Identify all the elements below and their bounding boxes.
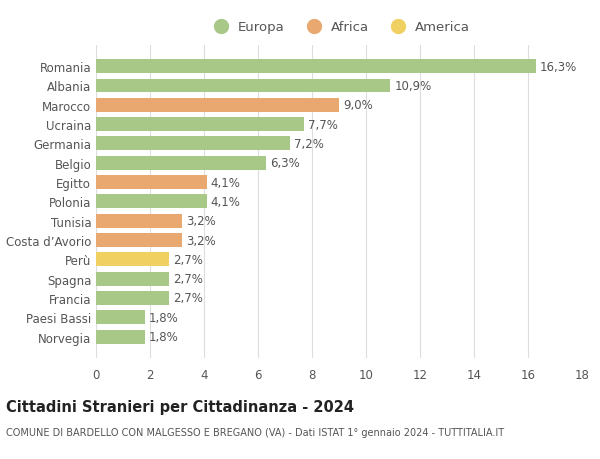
Text: 2,7%: 2,7%: [173, 273, 203, 285]
Text: 1,8%: 1,8%: [149, 330, 178, 343]
Text: 7,7%: 7,7%: [308, 118, 338, 131]
Bar: [96, 79, 391, 93]
Text: 7,2%: 7,2%: [295, 138, 325, 151]
Text: Cittadini Stranieri per Cittadinanza - 2024: Cittadini Stranieri per Cittadinanza - 2…: [6, 399, 354, 414]
Bar: [96, 311, 145, 325]
Text: 10,9%: 10,9%: [394, 80, 431, 93]
Text: 4,1%: 4,1%: [211, 196, 241, 208]
Text: 3,2%: 3,2%: [187, 215, 216, 228]
Bar: [96, 291, 169, 305]
Bar: [96, 214, 182, 228]
Text: 4,1%: 4,1%: [211, 176, 241, 189]
Bar: [96, 137, 290, 151]
Legend: Europa, Africa, America: Europa, Africa, America: [208, 21, 470, 34]
Bar: [96, 195, 206, 209]
Bar: [96, 234, 182, 247]
Bar: [96, 253, 169, 267]
Bar: [96, 118, 304, 132]
Bar: [96, 272, 169, 286]
Text: COMUNE DI BARDELLO CON MALGESSO E BREGANO (VA) - Dati ISTAT 1° gennaio 2024 - TU: COMUNE DI BARDELLO CON MALGESSO E BREGAN…: [6, 427, 504, 437]
Bar: [96, 176, 206, 190]
Text: 2,7%: 2,7%: [173, 292, 203, 305]
Bar: [96, 99, 339, 112]
Text: 16,3%: 16,3%: [540, 61, 577, 73]
Text: 3,2%: 3,2%: [187, 234, 216, 247]
Bar: [96, 330, 145, 344]
Text: 6,3%: 6,3%: [270, 157, 300, 170]
Bar: [96, 157, 266, 170]
Text: 2,7%: 2,7%: [173, 253, 203, 266]
Text: 9,0%: 9,0%: [343, 99, 373, 112]
Text: 1,8%: 1,8%: [149, 311, 178, 324]
Bar: [96, 60, 536, 74]
